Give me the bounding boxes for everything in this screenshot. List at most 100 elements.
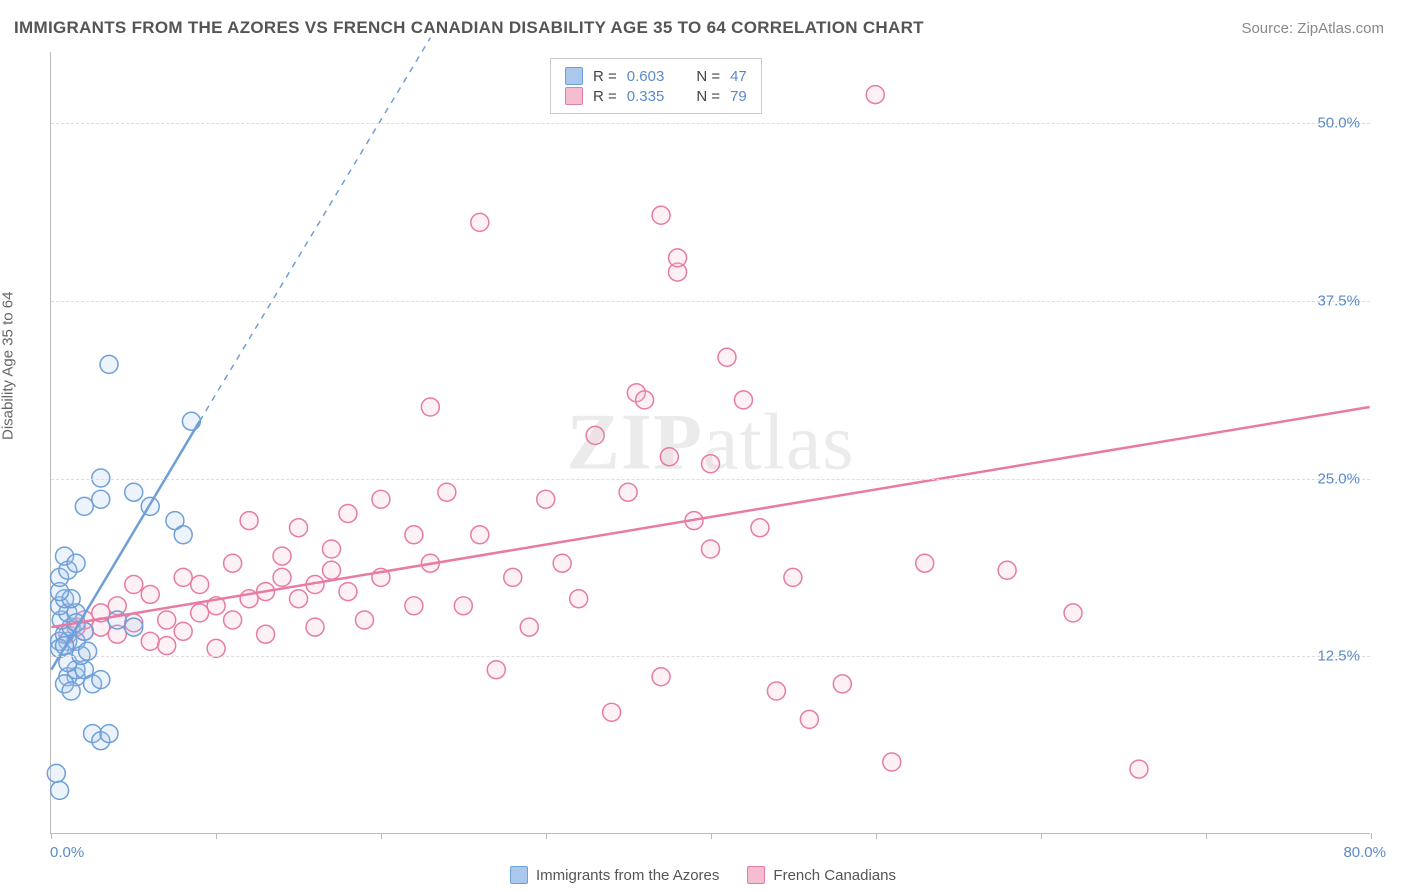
data-point xyxy=(100,355,118,373)
n-label: N = xyxy=(696,68,720,85)
gridline xyxy=(51,301,1370,302)
data-point xyxy=(125,618,143,636)
trend-line-extrapolated xyxy=(200,38,431,421)
gridline xyxy=(51,123,1370,124)
data-point xyxy=(405,526,423,544)
source-label: Source: ZipAtlas.com xyxy=(1241,20,1384,37)
x-tick xyxy=(1041,833,1042,839)
data-point xyxy=(158,637,176,655)
data-point xyxy=(603,703,621,721)
data-point xyxy=(866,86,884,104)
x-tick xyxy=(381,833,382,839)
data-point xyxy=(92,490,110,508)
data-point xyxy=(273,547,291,565)
data-point xyxy=(191,604,209,622)
gridline xyxy=(51,656,1370,657)
data-point xyxy=(62,682,80,700)
data-point xyxy=(438,483,456,501)
data-point xyxy=(718,348,736,366)
data-point xyxy=(240,512,258,530)
data-point xyxy=(75,497,93,515)
y-tick-label: 37.5% xyxy=(1317,292,1360,309)
data-point xyxy=(92,671,110,689)
data-point xyxy=(182,412,200,430)
data-point xyxy=(784,568,802,586)
data-point xyxy=(652,668,670,686)
data-point xyxy=(257,625,275,643)
data-point xyxy=(174,568,192,586)
x-axis-min-label: 0.0% xyxy=(50,844,84,861)
data-point xyxy=(372,490,390,508)
data-point xyxy=(339,583,357,601)
x-tick xyxy=(1371,833,1372,839)
data-point xyxy=(125,576,143,594)
data-point xyxy=(47,764,65,782)
r-label: R = xyxy=(593,68,617,85)
data-point xyxy=(322,561,340,579)
legend-item-azores: Immigrants from the Azores xyxy=(510,866,719,884)
data-point xyxy=(800,710,818,728)
data-point xyxy=(125,483,143,501)
data-point xyxy=(51,781,69,799)
x-tick xyxy=(711,833,712,839)
swatch-icon xyxy=(565,67,583,85)
x-tick xyxy=(546,833,547,839)
swatch-icon xyxy=(510,866,528,884)
legend-item-french: French Canadians xyxy=(747,866,896,884)
data-point xyxy=(174,526,192,544)
data-point xyxy=(224,554,242,572)
y-axis-title: Disability Age 35 to 64 xyxy=(0,292,17,440)
data-point xyxy=(207,639,225,657)
data-point xyxy=(998,561,1016,579)
data-point xyxy=(767,682,785,700)
gridline xyxy=(51,479,1370,480)
data-point xyxy=(141,632,159,650)
x-tick xyxy=(1206,833,1207,839)
legend-label: French Canadians xyxy=(773,867,896,884)
plot-area: ZIPatlas 12.5%25.0%37.5%50.0% xyxy=(50,52,1370,834)
data-point xyxy=(570,590,588,608)
x-tick xyxy=(216,833,217,839)
data-point xyxy=(108,611,126,629)
legend-label: Immigrants from the Azores xyxy=(536,867,719,884)
data-point xyxy=(339,505,357,523)
n-value: 79 xyxy=(730,88,747,105)
data-point xyxy=(174,622,192,640)
data-point xyxy=(751,519,769,537)
correlation-legend: R =0.603N =47R =0.335N =79 xyxy=(550,58,762,114)
x-tick xyxy=(51,833,52,839)
data-point xyxy=(290,590,308,608)
data-point xyxy=(660,448,678,466)
data-point xyxy=(833,675,851,693)
data-point xyxy=(306,618,324,636)
data-point xyxy=(191,576,209,594)
data-point xyxy=(619,483,637,501)
data-point xyxy=(100,725,118,743)
data-point xyxy=(273,568,291,586)
data-point xyxy=(520,618,538,636)
data-point xyxy=(405,597,423,615)
r-value: 0.335 xyxy=(627,88,665,105)
data-point xyxy=(224,611,242,629)
x-axis-max-label: 80.0% xyxy=(1343,844,1386,861)
data-point xyxy=(537,490,555,508)
y-tick-label: 25.0% xyxy=(1317,470,1360,487)
r-value: 0.603 xyxy=(627,68,665,85)
data-point xyxy=(669,249,687,267)
n-value: 47 xyxy=(730,68,747,85)
data-point xyxy=(702,540,720,558)
data-point xyxy=(504,568,522,586)
data-point xyxy=(652,206,670,224)
data-point xyxy=(290,519,308,537)
data-point xyxy=(471,213,489,231)
legend-row: R = 0.603 N = 47 xyxy=(565,67,747,85)
data-point xyxy=(1064,604,1082,622)
data-point xyxy=(1130,760,1148,778)
r-label: R = xyxy=(593,88,617,105)
data-point xyxy=(586,426,604,444)
swatch-icon xyxy=(565,87,583,105)
data-point xyxy=(322,540,340,558)
x-tick xyxy=(876,833,877,839)
data-point xyxy=(67,554,85,572)
data-point xyxy=(734,391,752,409)
